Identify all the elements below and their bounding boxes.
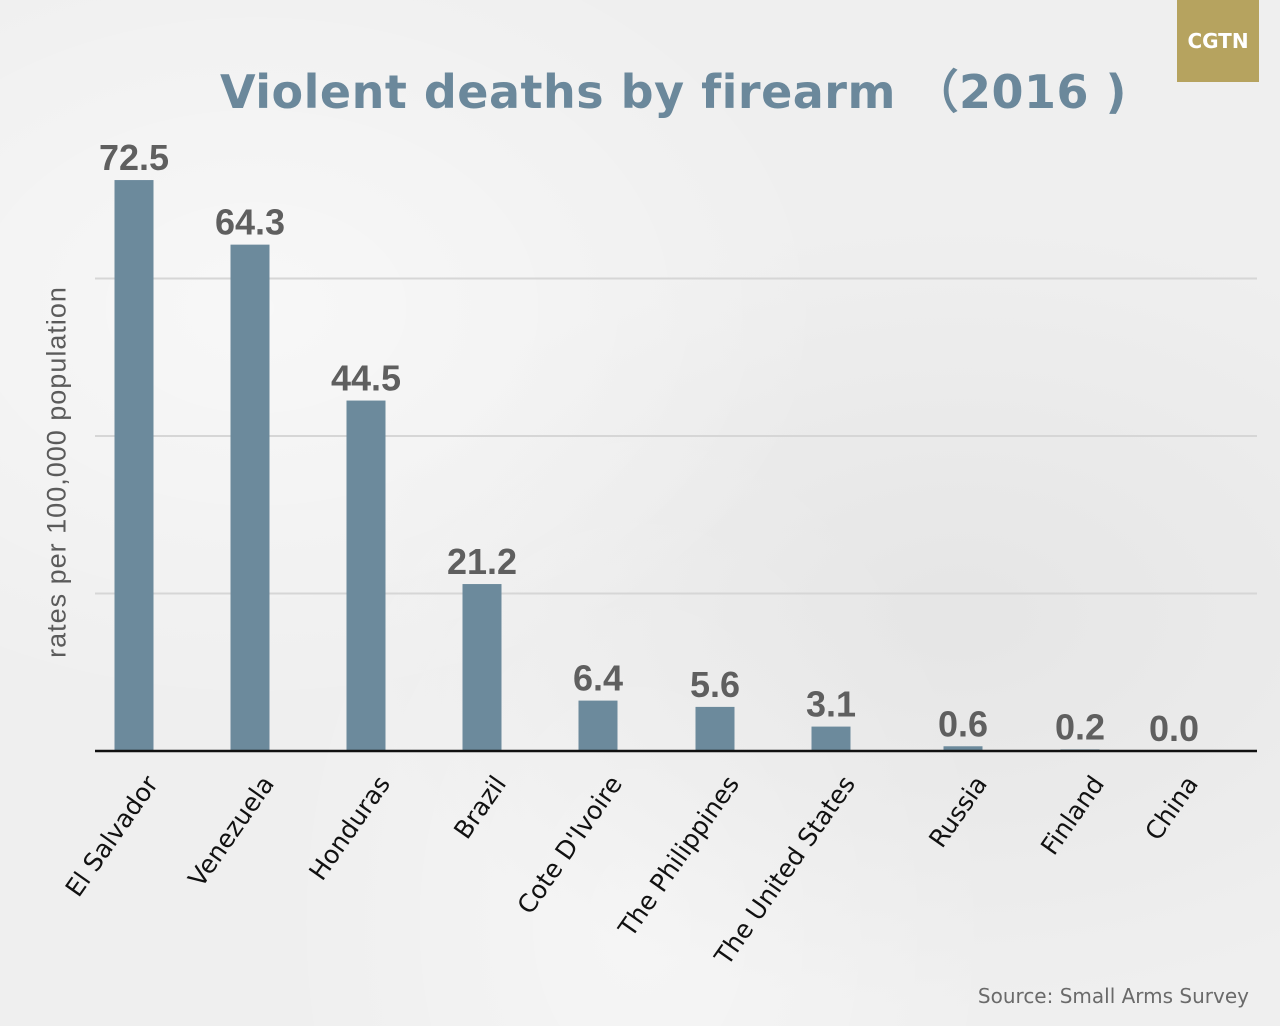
- bar-el-salvador: [114, 180, 154, 751]
- category-label-el-salvador: El Salvador: [60, 770, 165, 902]
- chart-title: Violent deaths by firearm （2016 ): [220, 65, 1128, 119]
- category-label-finland: Finland: [1035, 770, 1110, 860]
- category-label-russia: Russia: [923, 770, 993, 853]
- bars: [114, 180, 1100, 751]
- category-label-cote-d-ivoire: Cote D'Ivoire: [512, 770, 628, 919]
- bar-the-united-states: [811, 726, 851, 751]
- logo-text: CGTN: [1187, 29, 1249, 53]
- gridlines: [95, 277, 1257, 595]
- bar-venezuela: [230, 244, 270, 751]
- value-label-china: 0.0: [1149, 708, 1199, 749]
- category-label-china: China: [1139, 770, 1204, 845]
- value-label-venezuela: 64.3: [215, 202, 285, 243]
- value-label-the-philippines: 5.6: [690, 664, 740, 705]
- value-label-el-salvador: 72.5: [99, 137, 169, 178]
- source-note: Source: Small Arms Survey: [977, 984, 1249, 1008]
- bar-russia: [943, 746, 983, 751]
- cgtn-logo: CGTN: [1177, 0, 1259, 82]
- category-label-the-philippines: The Philippines: [612, 770, 745, 942]
- category-label-venezuela: Venezuela: [183, 770, 280, 892]
- category-label-honduras: Honduras: [303, 770, 396, 885]
- value-label-honduras: 44.5: [331, 358, 401, 399]
- value-label-the-united-states: 3.1: [806, 684, 856, 725]
- value-label-finland: 0.2: [1055, 706, 1105, 747]
- bar-honduras: [346, 400, 386, 751]
- value-label-russia: 0.6: [938, 703, 988, 744]
- bar-the-philippines: [695, 706, 735, 751]
- category-labels: El Salvador Venezuela Honduras Brazil Cote D…: [60, 770, 1204, 971]
- value-label-brazil: 21.2: [447, 541, 517, 582]
- value-label-cote-d-ivoire: 6.4: [573, 658, 623, 699]
- category-label-brazil: Brazil: [448, 770, 512, 844]
- bar-cote-d-ivoire: [578, 700, 618, 751]
- bar-brazil: [462, 584, 502, 751]
- value-labels: 72.5 64.3 44.5 21.2 6.4 5.6 3.1 0.6 0.2 0.0: [99, 137, 1199, 749]
